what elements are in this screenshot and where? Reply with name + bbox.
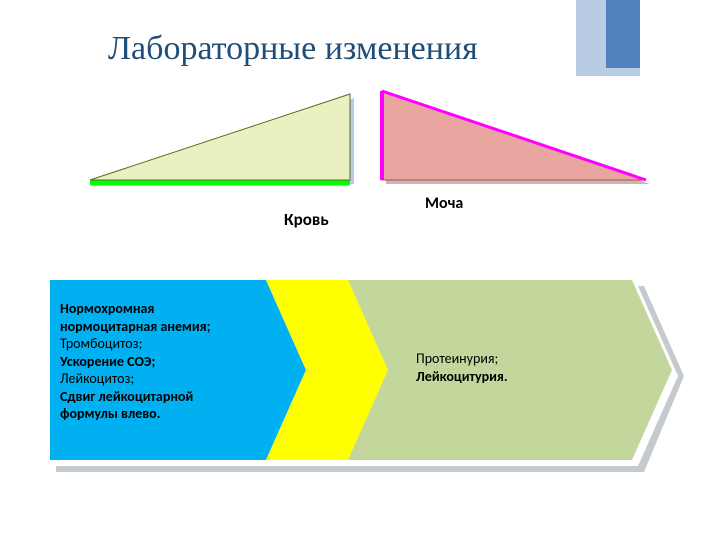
text-line: Лейкоцитоз; bbox=[60, 370, 134, 387]
text-line: Ускорение СОЭ; bbox=[60, 353, 155, 370]
blood-label: Кровь bbox=[284, 209, 329, 230]
text-line: нормоцитарная анемия; bbox=[60, 318, 211, 335]
text-line: Тромбоцитоз; bbox=[60, 335, 142, 352]
urine-label: Моча bbox=[425, 194, 463, 213]
blood-triangle bbox=[90, 94, 350, 180]
text-line: формулы влево. bbox=[60, 405, 160, 422]
text-line: Протеинурия; bbox=[416, 350, 498, 367]
urine-panel-text: Протеинурия;Лейкоцитурия. bbox=[416, 350, 616, 385]
text-line: Нормохромная bbox=[60, 300, 154, 317]
text-line: Сдвиг лейкоцитарной bbox=[60, 388, 193, 405]
corner-inner-rect bbox=[606, 0, 640, 68]
corner-decoration bbox=[576, 0, 640, 81]
slide-title: Лабораторные изменения bbox=[108, 30, 478, 68]
triangles-canvas bbox=[86, 86, 656, 196]
text-line: Лейкоцитурия. bbox=[416, 368, 508, 385]
corner-decoration-svg bbox=[576, 0, 640, 76]
blood-panel-text: Нормохромнаянормоцитарная анемия;Тромбоц… bbox=[60, 300, 270, 423]
